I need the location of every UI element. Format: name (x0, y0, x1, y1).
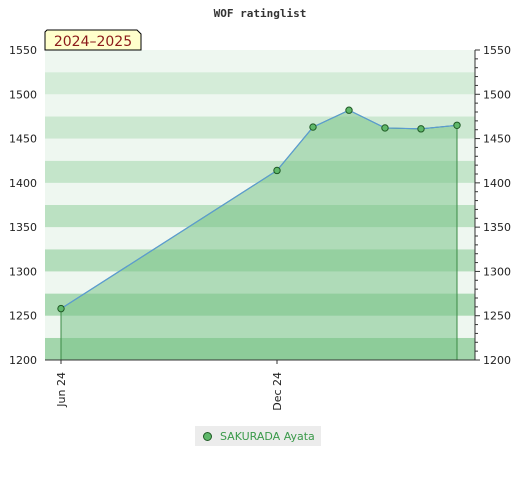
y-tick-label-left: 1550 (9, 44, 37, 57)
points-layer (57, 106, 461, 313)
band (45, 50, 475, 73)
chart-title: WOF ratinglist (214, 7, 307, 20)
y-tick-label-left: 1350 (9, 221, 37, 234)
y-tick-label-right: 1450 (483, 133, 511, 146)
legend-marker (203, 431, 212, 441)
band (45, 72, 475, 95)
data-point (57, 304, 65, 313)
data-point (273, 166, 281, 175)
y-tick-label-right: 1250 (483, 310, 511, 323)
y-tick-label-right: 1500 (483, 88, 511, 101)
data-point (453, 121, 461, 129)
data-point (345, 106, 353, 114)
y-tick-label-left: 1400 (9, 177, 37, 190)
period-badge-label: 2024–2025 (54, 34, 132, 50)
x-tick-label: Dec 24 (271, 372, 284, 411)
y-tick-label-right: 1300 (483, 265, 511, 278)
y-tick-label-right: 1350 (483, 221, 511, 234)
y-tick-label-left: 1450 (9, 133, 37, 146)
x-tick-label: Jun 24 (55, 372, 68, 408)
legend: SAKURADA Ayata (195, 426, 321, 446)
data-point (309, 123, 317, 131)
y-tick-label-left: 1300 (9, 265, 37, 278)
axes: 1200 1200 1250 1250 1300 1300 1350 1350 1400 1400… (9, 44, 511, 411)
y-tick-label-left: 1500 (9, 88, 37, 101)
data-point (381, 124, 389, 132)
y-tick-label-right: 1400 (483, 177, 511, 190)
data-point (417, 125, 425, 133)
band (45, 94, 475, 117)
y-tick-label-left: 1200 (9, 354, 37, 367)
period-badge: 2024–2025 (44, 29, 142, 51)
legend-series-label: SAKURADA Ayata (220, 429, 315, 443)
y-tick-label-right: 1200 (483, 354, 511, 367)
y-tick-label-right: 1550 (483, 44, 511, 57)
y-tick-label-left: 1250 (9, 310, 37, 323)
